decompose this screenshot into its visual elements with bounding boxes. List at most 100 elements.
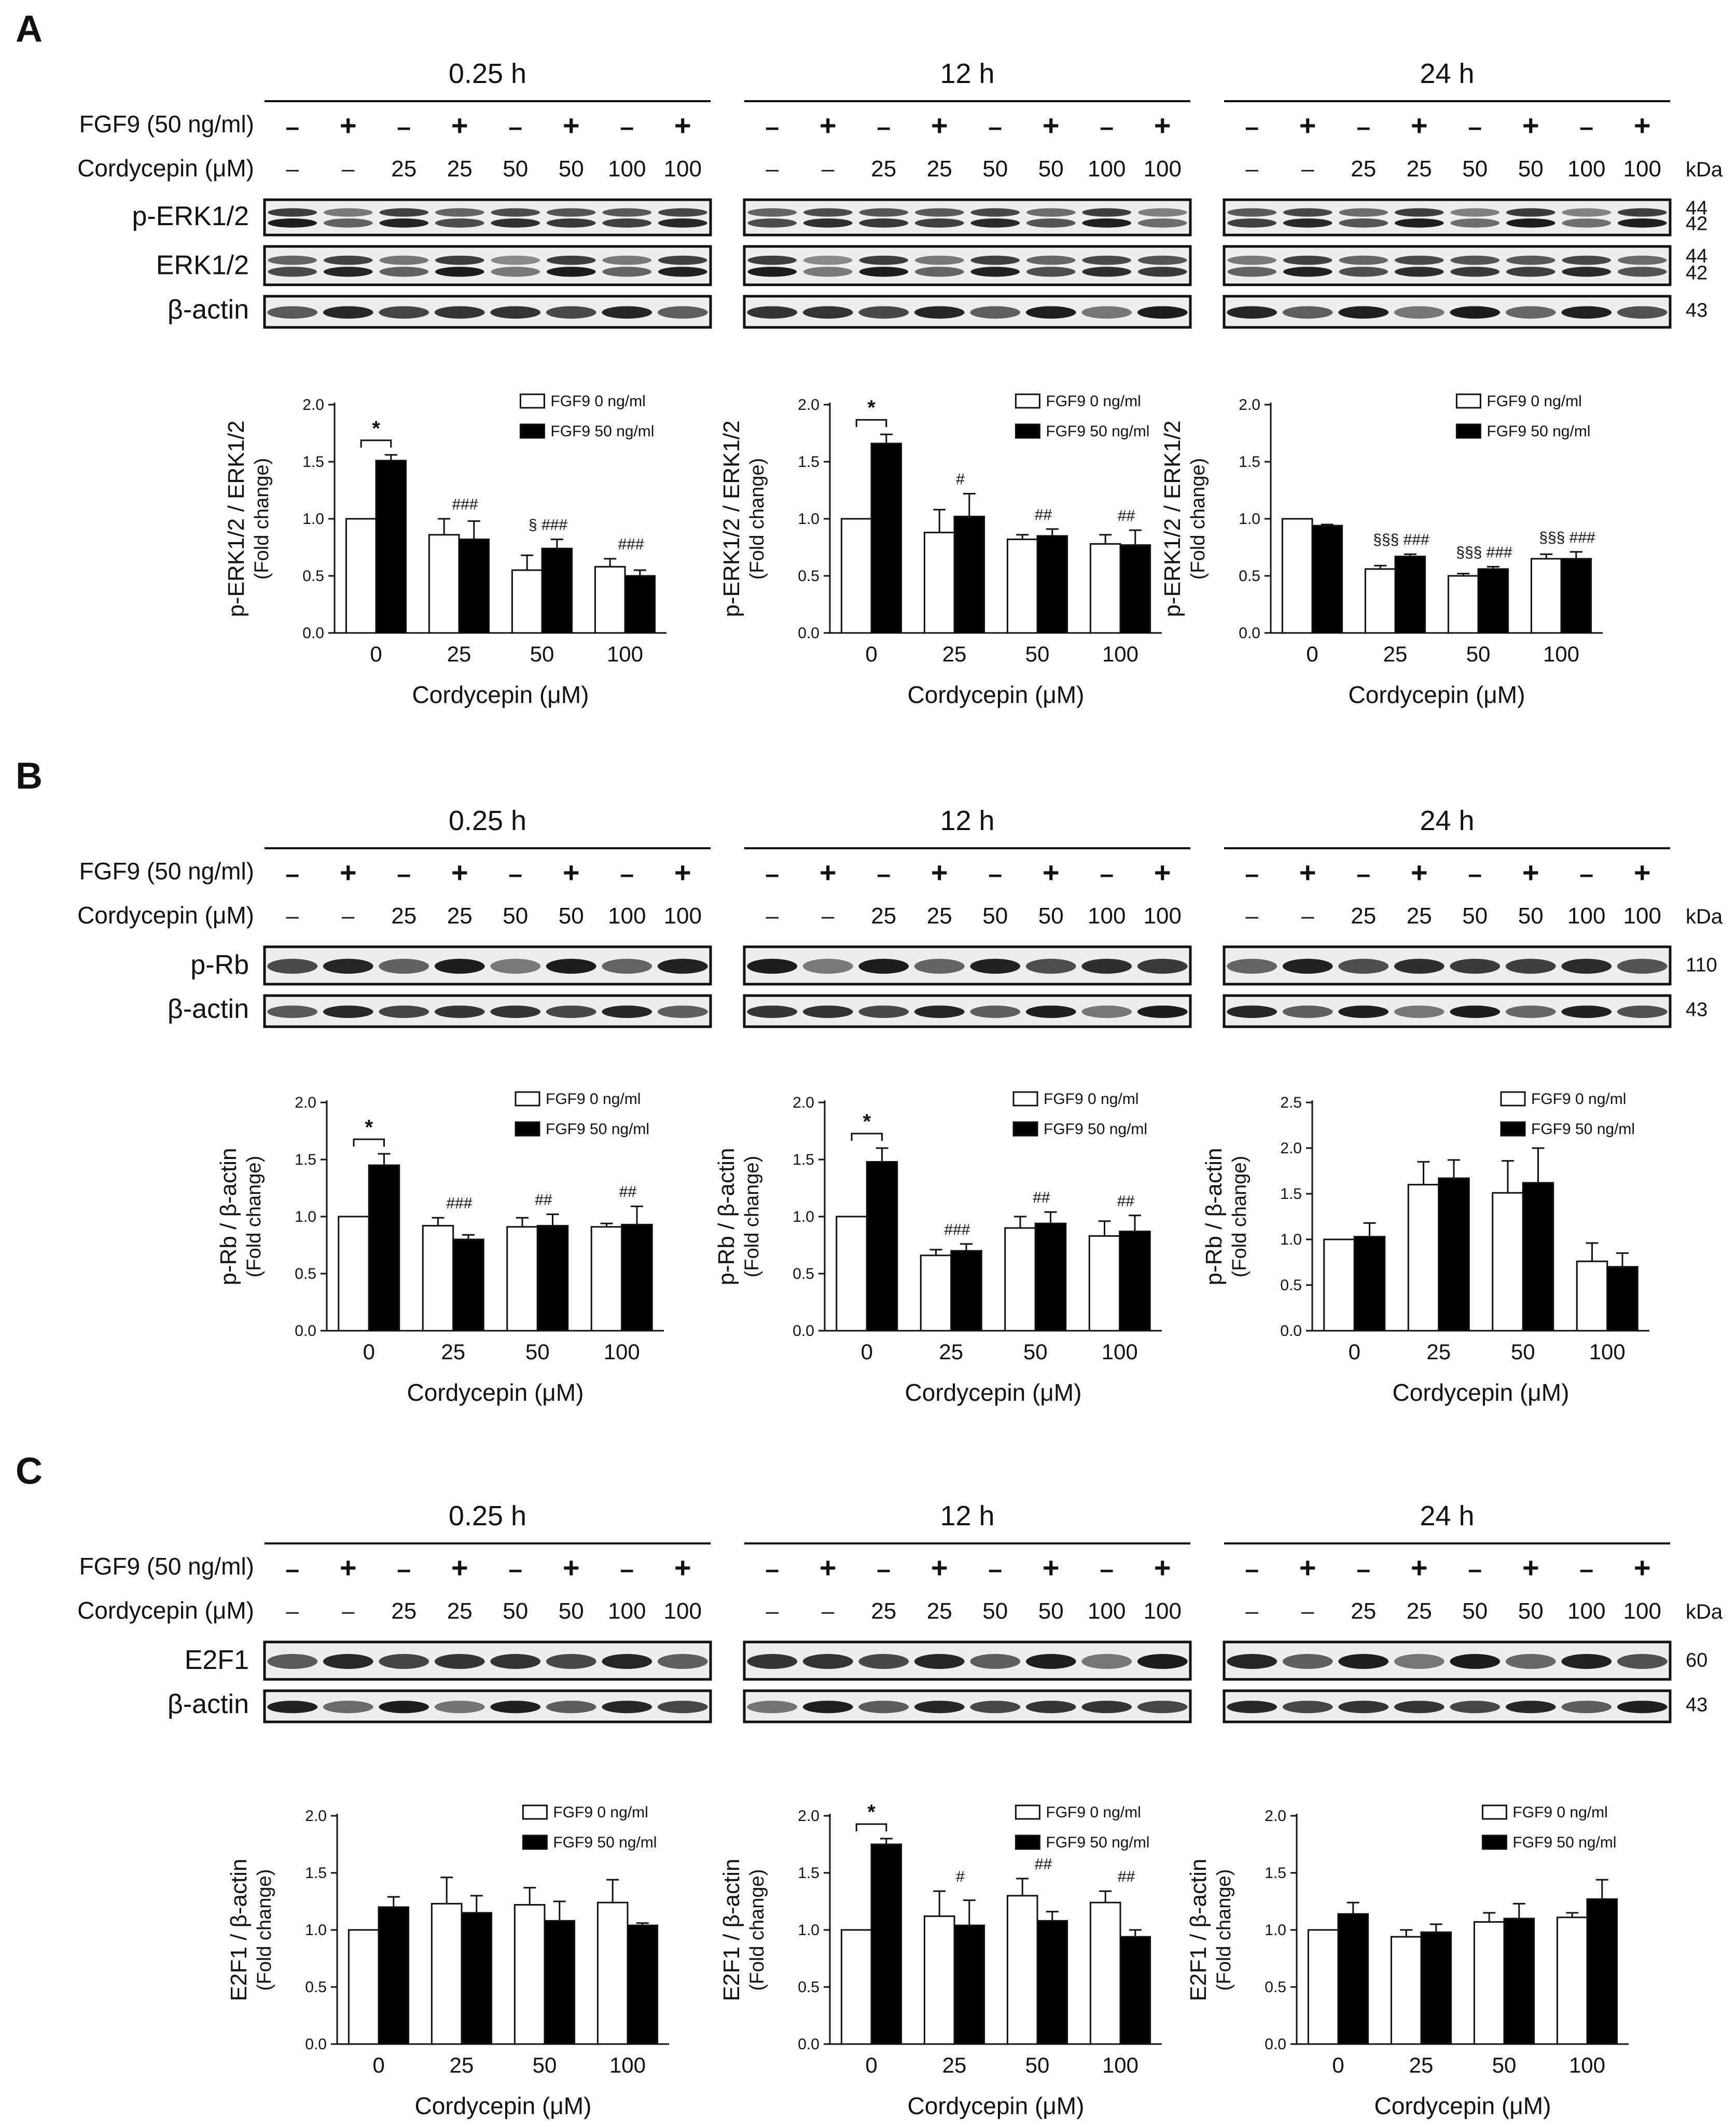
blot-band <box>803 218 853 228</box>
y-tick-label: 2.0 <box>798 1807 820 1825</box>
x-tick-label: 0 <box>370 642 382 666</box>
y-tick-label: 1.0 <box>1280 1231 1302 1248</box>
legend-label: FGF9 50 ng/ml <box>550 423 654 440</box>
y-axis-subtitle: (Fold change) <box>1187 458 1209 579</box>
cordycepin-value: 25 <box>871 903 896 929</box>
cordycepin-value: 50 <box>1518 903 1544 929</box>
cordycepin-value: 50 <box>1462 903 1488 929</box>
chart-a-2: 0.0 0.5 1.0 1.5 2.0 p-ERK1/2 / ERK1/2 (Fold ch… <box>1160 393 1603 708</box>
blot-band <box>546 255 596 265</box>
fgf9-sign: + <box>1154 1551 1171 1584</box>
legend-swatch <box>522 1804 548 1820</box>
significance-bracket <box>353 1138 385 1147</box>
y-tick-label: 1.5 <box>305 1865 327 1882</box>
blot-band <box>491 218 540 228</box>
fgf9-sign: + <box>340 1551 357 1584</box>
legend-label: FGF9 0 ng/ml <box>1487 393 1581 410</box>
fgf9-sign: – <box>1356 1556 1370 1583</box>
cordycepin-value: 100 <box>1144 1598 1182 1624</box>
blot-band <box>1505 1654 1556 1669</box>
legend-label: FGF9 0 ng/ml <box>1044 1091 1138 1108</box>
x-axis-title: Cordycepin (μM) <box>407 1379 584 1406</box>
fgf9-sign: – <box>988 861 1002 888</box>
x-tick-label: 25 <box>942 2053 967 2077</box>
blot-band <box>1561 306 1612 319</box>
blot-band <box>546 1005 596 1018</box>
blot-band <box>1227 959 1277 974</box>
cordycepin-value: 25 <box>391 156 416 182</box>
cordycepin-value: – <box>822 1598 835 1624</box>
cordycepin-value: 100 <box>608 1598 646 1624</box>
fgf9-sign: – <box>397 114 411 141</box>
legend-swatch <box>1455 393 1481 409</box>
fgf9-sign: + <box>1634 1551 1651 1584</box>
blot-band <box>1339 267 1388 277</box>
fgf9-sign: + <box>1634 109 1651 142</box>
blot-band <box>1026 267 1076 277</box>
chart-b-1: 0.0 0.5 1.0 1.5 2.0 p-Rb / β-actin (Fold chang… <box>714 1091 1162 1406</box>
blot-band <box>657 1654 708 1669</box>
cordycepin-value: – <box>1301 156 1314 182</box>
cordycepin-value: 100 <box>664 1598 702 1624</box>
blot-band <box>379 306 429 319</box>
bar <box>348 1929 380 2045</box>
significance-mark: §§§ ### <box>1539 529 1595 546</box>
cordycepin-value: 50 <box>559 903 584 929</box>
blot-band <box>1339 218 1388 228</box>
significance-bracket <box>855 419 887 427</box>
panel-c: C FGF9 (50 ng/ml) Cordycepin (μM) 0.25 h – – +… <box>16 1451 1723 1723</box>
bar <box>513 1904 546 2045</box>
blot-band <box>379 208 429 217</box>
kda-value: 43 <box>1686 1694 1707 1716</box>
legend-swatch <box>1015 1834 1040 1850</box>
x-axis-title: Cordycepin (μM) <box>412 681 589 708</box>
cordycepin-value: 50 <box>1462 1598 1488 1624</box>
blot-band <box>1394 1654 1445 1669</box>
fgf9-sign: + <box>340 856 357 889</box>
bar <box>950 1250 982 1332</box>
blot-band <box>1137 1654 1188 1669</box>
bar <box>375 460 407 634</box>
bar <box>541 547 573 634</box>
blot-band <box>1450 1701 1501 1714</box>
x-tick-label: 25 <box>1383 642 1408 666</box>
fgf9-sign: – <box>620 1556 634 1583</box>
blot-band <box>970 267 1020 277</box>
blot-band <box>602 1005 652 1018</box>
cordycepin-value: – <box>822 903 835 929</box>
blot-band <box>546 1654 596 1669</box>
fgf9-sign: – <box>1245 114 1259 141</box>
blot-band <box>602 255 652 265</box>
blot-band <box>1617 208 1667 217</box>
bar <box>1119 1231 1151 1332</box>
y-tick-label: 2.0 <box>1239 396 1260 413</box>
blot-band <box>1506 208 1556 217</box>
timepoint-label: 24 h <box>1420 805 1474 836</box>
x-tick-label: 100 <box>1102 2053 1138 2077</box>
x-axis-title: Cordycepin (μM) <box>908 2092 1085 2119</box>
fgf9-sign: + <box>1043 1551 1060 1584</box>
blot-band <box>1338 959 1389 974</box>
bar <box>1036 1920 1068 2045</box>
blot-band <box>859 267 909 277</box>
y-axis-subtitle: (Fold change) <box>254 1869 275 1991</box>
legend-swatch <box>1012 1091 1038 1107</box>
fgf9-sign: – <box>1579 1556 1593 1583</box>
blot-row-label: ERK1/2 <box>156 250 249 280</box>
cordycepin-value: 100 <box>664 156 702 182</box>
legend-label: FGF9 0 ng/ml <box>1046 1804 1141 1821</box>
fgf9-sign: – <box>397 861 411 888</box>
blot-band <box>858 959 909 974</box>
cordycepin-value: 100 <box>1623 156 1661 182</box>
bar <box>1503 1917 1535 2045</box>
blot-band <box>1137 306 1188 319</box>
legend-label: FGF9 0 ng/ml <box>546 1091 641 1108</box>
blot-band <box>1025 1005 1076 1018</box>
blot-band <box>268 255 317 265</box>
cordycepin-value: 25 <box>391 1598 416 1624</box>
bar <box>338 1216 370 1332</box>
blot-band <box>435 255 484 265</box>
kda-label: kDa <box>1686 1600 1723 1623</box>
blot-band <box>970 1005 1021 1018</box>
legend-label: FGF9 50 ng/ml <box>1046 1834 1149 1851</box>
